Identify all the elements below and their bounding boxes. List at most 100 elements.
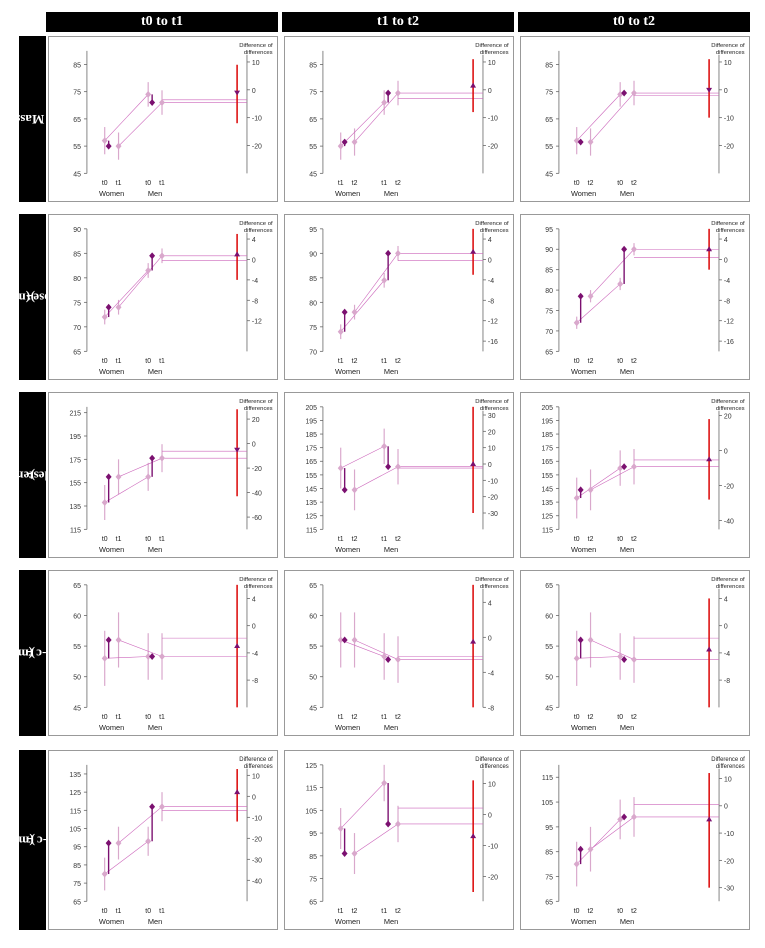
dd-tick-label: -12 bbox=[724, 319, 734, 326]
y-tick-label: 60 bbox=[545, 613, 553, 620]
point-women-second bbox=[351, 636, 358, 644]
y-tick-label: 90 bbox=[309, 251, 317, 258]
y-tick-label: 195 bbox=[541, 418, 553, 425]
point-men-first bbox=[145, 473, 152, 481]
point-men-second bbox=[395, 249, 401, 257]
y-tick-label: 125 bbox=[69, 790, 81, 797]
dd-header: differences bbox=[244, 228, 273, 234]
dd-tick-label: -4 bbox=[488, 670, 494, 677]
dd-tick-label: -60 bbox=[252, 515, 262, 522]
chart-panel-r3c0: 45 50 55 60 65 4 0 -4 -8 Difference ofdifferences… bbox=[48, 570, 278, 736]
y-tick-label: 80 bbox=[309, 300, 317, 307]
y-tick-label: 115 bbox=[70, 527, 81, 534]
group-label-men: Men bbox=[384, 917, 398, 926]
point-men-second bbox=[395, 463, 401, 471]
x-tick-label: t0 bbox=[617, 358, 623, 365]
y-tick-label: 95 bbox=[309, 227, 317, 234]
x-tick-label: t0 bbox=[145, 536, 151, 543]
dd-tick-label: 30 bbox=[488, 413, 496, 420]
dd-header: differences bbox=[716, 50, 745, 56]
point-men-second bbox=[631, 656, 637, 664]
row-label-ldl: LDL-c (mg·dL-1) bbox=[0, 750, 73, 930]
dd-tick-label: -8 bbox=[488, 298, 494, 305]
point-men-second bbox=[159, 803, 165, 811]
dd-tick-label: -4 bbox=[252, 278, 258, 285]
point-women-second bbox=[351, 486, 358, 494]
chart-panel-r3c1: 45 50 55 60 65 4 0 -4 -8 Difference ofdifferences… bbox=[284, 570, 514, 736]
trend-line bbox=[354, 92, 399, 143]
y-tick-label: 65 bbox=[309, 117, 317, 124]
dd-header: differences bbox=[244, 584, 273, 590]
point-men-first bbox=[381, 99, 388, 107]
x-tick-label: t2 bbox=[352, 180, 358, 187]
dd-tick-label: -40 bbox=[252, 878, 262, 885]
point-women-first bbox=[337, 464, 344, 472]
row-label-body-mass: Body Mass (kg) bbox=[0, 36, 76, 202]
y-tick-label: 135 bbox=[305, 500, 317, 507]
x-tick-label: t1 bbox=[159, 358, 165, 365]
x-tick-label: t0 bbox=[145, 358, 151, 365]
group-label-women: Women bbox=[99, 367, 124, 376]
point-men-first bbox=[381, 779, 388, 787]
dd-header: differences bbox=[480, 764, 509, 770]
trend-line bbox=[118, 457, 163, 478]
point-men-change bbox=[149, 454, 156, 462]
y-tick-label: 205 bbox=[305, 405, 317, 412]
group-label-women: Women bbox=[571, 917, 596, 926]
point-men-second bbox=[631, 245, 637, 253]
dd-tick-label: 0 bbox=[488, 635, 492, 642]
dd-header: Difference of bbox=[239, 43, 273, 49]
y-tick-label: 115 bbox=[542, 775, 553, 782]
dd-header: differences bbox=[716, 584, 745, 590]
dd-tick-label: -20 bbox=[488, 143, 498, 150]
point-women-first bbox=[573, 319, 580, 327]
point-men-change bbox=[385, 89, 392, 97]
x-tick-label: t2 bbox=[395, 358, 401, 365]
dd-tick-label: -4 bbox=[252, 651, 258, 658]
x-tick-label: t2 bbox=[631, 358, 637, 365]
y-tick-label: 195 bbox=[305, 418, 317, 425]
x-tick-label: t2 bbox=[631, 908, 637, 915]
point-men-change bbox=[621, 813, 628, 821]
group-label-men: Men bbox=[148, 917, 162, 926]
trend-line bbox=[590, 639, 635, 660]
dd-tick-label: 10 bbox=[488, 60, 496, 67]
x-tick-label: t2 bbox=[352, 908, 358, 915]
dd-header: Difference of bbox=[711, 221, 745, 227]
dd-header: Difference of bbox=[239, 221, 273, 227]
dd-tick-label: -8 bbox=[252, 678, 258, 685]
dd-tick-label: -8 bbox=[724, 298, 730, 305]
y-tick-label: 85 bbox=[309, 276, 317, 283]
y-tick-label: 60 bbox=[73, 613, 81, 620]
x-tick-label: t1 bbox=[116, 358, 122, 365]
y-tick-label: 55 bbox=[309, 144, 317, 151]
dd-point bbox=[706, 246, 713, 252]
y-tick-label: 55 bbox=[73, 144, 81, 151]
dd-tick-label: 0 bbox=[488, 257, 492, 264]
dd-header: Difference of bbox=[239, 577, 273, 583]
x-tick-label: t1 bbox=[159, 180, 165, 187]
dd-tick-label: -8 bbox=[724, 678, 730, 685]
point-men-first bbox=[381, 442, 388, 450]
y-tick-label: 75 bbox=[309, 90, 317, 97]
dd-tick-label: -4 bbox=[488, 278, 494, 285]
y-tick-label: 125 bbox=[305, 763, 317, 770]
y-tick-label: 45 bbox=[309, 705, 317, 712]
point-men-first bbox=[617, 815, 624, 823]
y-tick-label: 65 bbox=[309, 899, 317, 906]
group-label-men: Men bbox=[384, 189, 398, 198]
group-label-women: Women bbox=[335, 367, 360, 376]
point-women-second bbox=[115, 636, 122, 644]
point-women-change bbox=[105, 473, 112, 481]
point-women-change bbox=[341, 138, 348, 146]
x-tick-label: t0 bbox=[145, 180, 151, 187]
x-tick-label: t0 bbox=[145, 714, 151, 721]
x-tick-label: t1 bbox=[116, 714, 122, 721]
dd-header: differences bbox=[480, 584, 509, 590]
point-men-change bbox=[149, 803, 156, 811]
dd-point bbox=[706, 456, 713, 462]
dd-header: differences bbox=[480, 406, 509, 412]
x-tick-label: t1 bbox=[338, 714, 344, 721]
x-tick-label: t1 bbox=[381, 908, 387, 915]
dd-tick-label: 10 bbox=[724, 776, 732, 783]
